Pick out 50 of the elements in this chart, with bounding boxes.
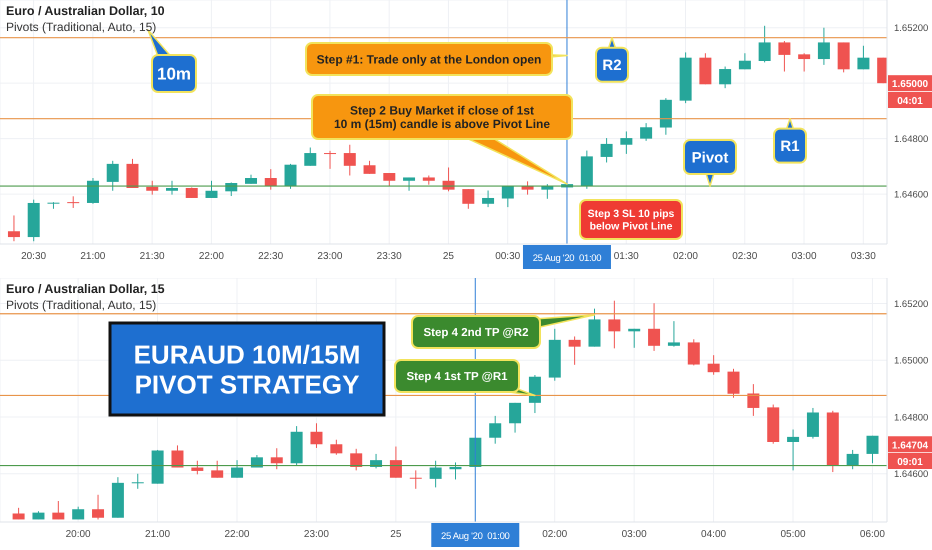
x-tick-label: 03:30 xyxy=(850,251,876,262)
y-tick-label: 1.64800 xyxy=(894,134,928,146)
text: 09:01 xyxy=(897,457,924,468)
ref-line-label: R1 xyxy=(780,138,800,156)
annotation: Step 3 SL 10 pips below Pivot Line xyxy=(588,208,675,232)
speech-bubble: Step 3 SL 10 pips below Pivot Line xyxy=(579,199,683,240)
annotation: 1.64704 xyxy=(892,440,929,452)
x-tick-label: 21:30 xyxy=(140,251,166,262)
x-tick-label: 02:30 xyxy=(732,251,758,262)
x-tick-label: 00:30 xyxy=(495,251,521,262)
x-tick-label: 05:00 xyxy=(780,529,806,540)
ref-line-label: R2 xyxy=(602,57,622,74)
annotation: Step #1: Trade only at the London open xyxy=(316,52,542,66)
x-tick-label: 22:30 xyxy=(258,251,284,262)
y-tick-label: 1.65000 xyxy=(894,356,928,367)
x-tick-label: 20:30 xyxy=(21,251,47,262)
annotation: EURAUD 10M/15M PIVOT STRATEGY xyxy=(134,339,360,400)
annotation: Step 2 Buy Market if close of 1st 10 m (15m) candle is above Pivot Line xyxy=(334,103,550,132)
text: 04:01 xyxy=(897,96,924,107)
x-tick-label: 04:00 xyxy=(701,529,727,540)
y-tick-label: 1.65200 xyxy=(894,298,928,310)
x-tick-label: 01:30 xyxy=(614,251,640,262)
x-tick-label: 23:30 xyxy=(376,251,402,262)
speech-bubble: EURAUD 10M/15M PIVOT STRATEGY xyxy=(108,322,386,416)
x-tick-label: 02:00 xyxy=(672,251,698,262)
x-tick-label: 23:00 xyxy=(304,529,330,540)
ref-line-label: Pivot xyxy=(692,149,728,166)
x-tick-label: 23:00 xyxy=(317,251,343,262)
x-tick-label: 02:00 xyxy=(542,529,568,540)
x-tick-label: 06:00 xyxy=(860,529,886,540)
annotation: Step 4 2nd TP @R2 xyxy=(424,327,528,340)
x-tick-label: 22:00 xyxy=(224,529,250,540)
x-tick-label: 25 xyxy=(390,529,402,540)
y-tick-label: 1.64600 xyxy=(894,189,928,200)
x-tick-label: 25 xyxy=(442,251,454,262)
annotation: 10m xyxy=(156,64,192,84)
x-tick-label: 21:00 xyxy=(145,529,170,540)
ref-line-label: 25 Aug '20 01:00 xyxy=(440,531,510,542)
y-tick-label: 1.65200 xyxy=(894,23,928,34)
x-tick-label: 20:00 xyxy=(66,529,92,540)
x-tick-label: 21:00 xyxy=(80,251,106,262)
x-tick-label: 03:00 xyxy=(792,251,817,262)
x-tick-label: 22:00 xyxy=(198,251,224,262)
x-tick-label: 03:00 xyxy=(622,529,648,540)
chart-title: Euro / Australian Dollar, 10 xyxy=(6,3,165,19)
y-tick-label: 1.64800 xyxy=(894,412,928,424)
ref-line-label: 25 Aug '20 01:00 xyxy=(532,253,602,264)
y-tick-label: 1.64600 xyxy=(894,469,928,480)
chart-title: Euro / Australian Dollar, 15 xyxy=(6,281,165,297)
text: Pivots (Traditional, Auto, 15) xyxy=(6,297,158,313)
